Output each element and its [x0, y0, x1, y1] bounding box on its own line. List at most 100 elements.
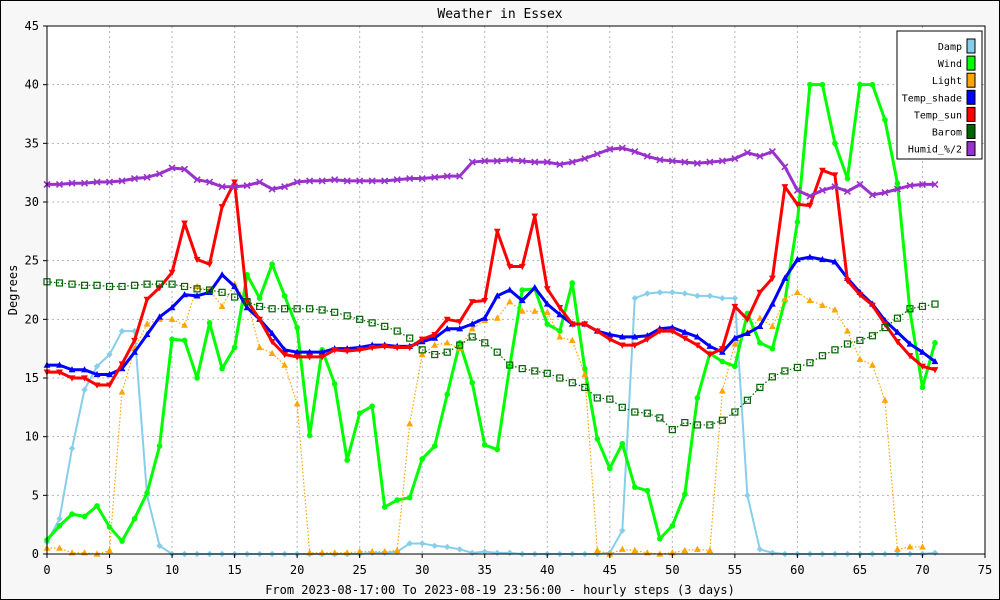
data-point-light	[794, 288, 801, 295]
data-point-humid-2	[381, 177, 389, 185]
data-point-temp-sun	[343, 348, 351, 355]
data-point-temp-shade	[931, 357, 939, 365]
data-point-barom	[643, 409, 651, 417]
data-point-temp-shade	[693, 333, 701, 340]
legend-swatch-temp-sun	[966, 106, 976, 122]
data-point-wind	[106, 524, 113, 530]
data-point-temp-sun	[206, 261, 213, 268]
data-point-light	[268, 349, 276, 356]
legend-swatch-temp-shade	[966, 89, 976, 105]
data-point-temp-shade	[794, 255, 801, 263]
data-point-wind	[882, 117, 888, 123]
data-point-wind	[569, 280, 576, 286]
data-point-light	[406, 420, 414, 427]
x-tick-label: 5	[106, 563, 113, 577]
data-point-temp-sun	[118, 361, 126, 368]
data-point-light	[718, 387, 726, 394]
data-point-light	[844, 327, 851, 334]
data-point-barom	[631, 408, 639, 416]
data-point-barom	[843, 340, 852, 348]
data-point-wind	[294, 324, 300, 331]
data-point-humid-2	[568, 158, 576, 166]
data-point-damp	[431, 542, 438, 549]
data-point-humid-2	[893, 185, 902, 193]
data-point-barom	[481, 339, 489, 347]
data-point-barom	[518, 365, 526, 373]
data-point-barom	[243, 298, 251, 306]
data-point-temp-shade	[243, 304, 251, 311]
data-point-barom	[443, 348, 451, 356]
data-point-temp-sun	[919, 363, 926, 370]
data-point-humid-2	[581, 155, 589, 163]
data-point-barom	[193, 285, 201, 293]
data-point-wind	[794, 219, 801, 225]
data-point-temp-sun	[831, 172, 839, 179]
legend-label-temp-shade: Temp_shade	[902, 93, 962, 104]
data-point-barom	[256, 302, 264, 311]
data-point-temp-shade	[156, 313, 163, 320]
legend-label-damp: Damp	[938, 42, 962, 53]
data-point-humid-2	[418, 174, 426, 183]
data-point-temp-sun	[281, 351, 289, 359]
data-point-humid-2	[243, 182, 251, 190]
data-point-temp-sun	[668, 328, 676, 335]
data-point-barom	[456, 341, 464, 349]
data-point-wind	[844, 175, 851, 182]
legend-swatch-damp	[966, 38, 976, 54]
data-point-light	[681, 546, 689, 554]
data-point-humid-2	[631, 147, 639, 156]
data-point-temp-shade	[731, 334, 739, 341]
data-point-wind	[169, 336, 175, 343]
data-point-light	[443, 339, 451, 346]
data-point-temp-sun	[856, 292, 864, 299]
data-point-damp	[419, 540, 426, 547]
data-point-light	[568, 336, 576, 344]
data-point-temp-shade	[919, 348, 926, 355]
legend-swatch-light	[966, 72, 976, 88]
y-tick-label: 20	[25, 312, 39, 326]
data-point-temp-shade	[631, 333, 639, 340]
data-point-damp	[694, 292, 701, 300]
data-point-wind	[469, 379, 476, 386]
data-point-barom	[906, 305, 914, 313]
data-point-humid-2	[531, 158, 539, 166]
data-point-temp-sun	[731, 303, 739, 311]
data-point-temp-shade	[193, 292, 201, 299]
data-point-wind	[56, 523, 63, 529]
legend-label-humid-2: Humid_%/2	[908, 145, 962, 156]
data-point-humid-2	[181, 165, 189, 173]
data-point-temp-sun	[256, 316, 264, 323]
data-point-humid-2	[143, 173, 151, 181]
data-point-wind	[682, 491, 688, 497]
data-point-barom	[180, 282, 189, 291]
data-point-barom	[693, 421, 701, 429]
data-point-wind	[581, 365, 588, 372]
data-point-humid-2	[68, 179, 76, 187]
data-point-damp	[706, 292, 714, 300]
data-point-wind	[219, 365, 225, 372]
data-point-barom	[130, 281, 139, 289]
data-point-damp	[744, 492, 751, 499]
data-point-barom	[168, 280, 176, 288]
data-point-wind	[206, 320, 213, 326]
data-point-temp-shade	[768, 300, 776, 307]
data-point-temp-shade	[168, 304, 176, 311]
data-point-humid-2	[443, 172, 451, 180]
data-point-wind	[431, 443, 438, 449]
data-point-barom	[143, 280, 151, 288]
data-point-humid-2	[406, 174, 414, 183]
data-point-humid-2	[281, 183, 289, 191]
data-point-barom	[155, 280, 164, 288]
data-point-light	[731, 340, 739, 347]
data-point-barom	[593, 394, 601, 402]
data-point-temp-shade	[443, 325, 451, 332]
data-point-temp-shade	[806, 253, 814, 260]
data-point-wind	[69, 511, 75, 517]
data-point-barom	[656, 414, 664, 422]
data-point-humid-2	[93, 178, 101, 186]
data-point-wind	[269, 261, 275, 267]
data-point-temp-sun	[706, 351, 714, 359]
data-point-wind	[181, 337, 188, 344]
data-point-barom	[606, 395, 614, 403]
data-point-humid-2	[668, 157, 676, 165]
